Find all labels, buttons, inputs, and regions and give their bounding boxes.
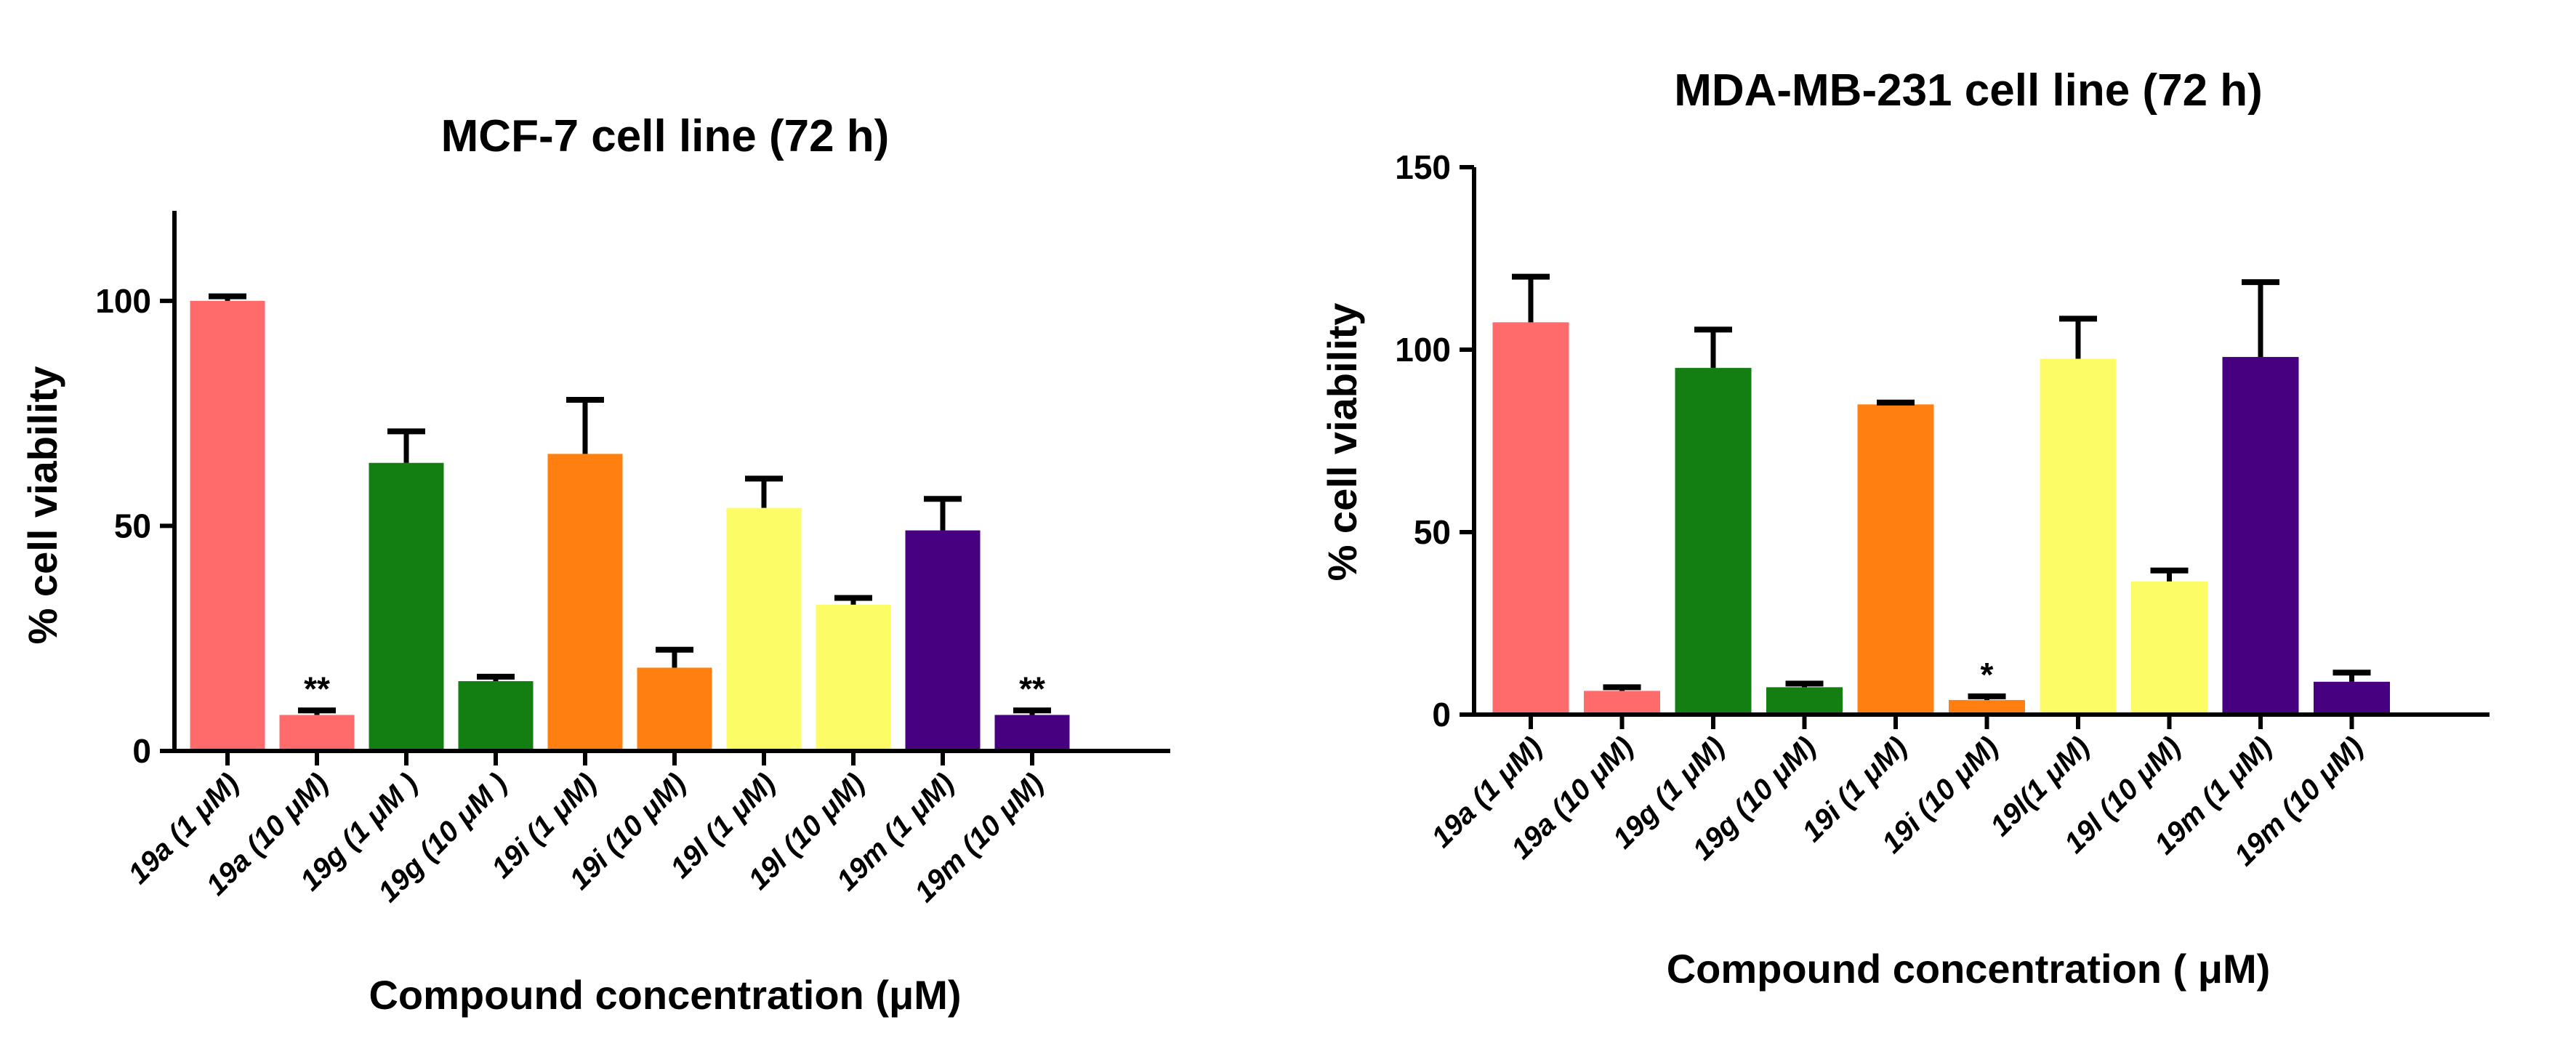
chart-mcf7: MCF-7 cell line (72 h) % cell viability … [20,111,1170,1018]
chart-mdamb231: MDA-MB-231 cell line (72 h) % cell viabi… [1319,65,2490,992]
y-tick-label: 100 [95,282,151,320]
bar [1584,691,1660,715]
significance-marker: ** [1019,670,1045,707]
y-tick-label: 50 [114,507,151,544]
y-tick-label: 100 [1395,331,1451,369]
y-axis-label: % cell viability [20,366,65,645]
bar [369,462,444,751]
y-axis-label: % cell viability [1319,303,1365,582]
bar [726,507,802,751]
chart-title: MDA-MB-231 cell line (72 h) [1674,65,2263,116]
bar [994,715,1070,751]
y-tick-label: 0 [1432,696,1451,733]
bar [637,667,712,751]
y-tick-label: 0 [132,732,151,770]
bar [2222,357,2299,715]
bar [190,300,265,751]
significance-marker: * [1981,656,1994,694]
x-axis-label: Compound concentration (μM) [369,972,961,1018]
bar [279,715,355,751]
bar [1766,687,1843,715]
bar [1949,699,2025,715]
bar [458,681,534,751]
bar [2040,358,2117,715]
bar [816,604,891,751]
bar [1857,404,1934,715]
bar [2314,681,2390,715]
bar [2131,581,2207,715]
bar [1492,322,1569,715]
chart-title: MCF-7 cell line (72 h) [441,111,890,161]
significance-marker: ** [304,670,330,707]
bar [1675,368,1752,715]
x-axis-label: Compound concentration ( μM) [1667,946,2271,992]
bar [905,530,981,751]
bar [547,454,623,751]
y-tick-label: 150 [1395,148,1451,186]
y-tick-label: 50 [1414,513,1451,551]
